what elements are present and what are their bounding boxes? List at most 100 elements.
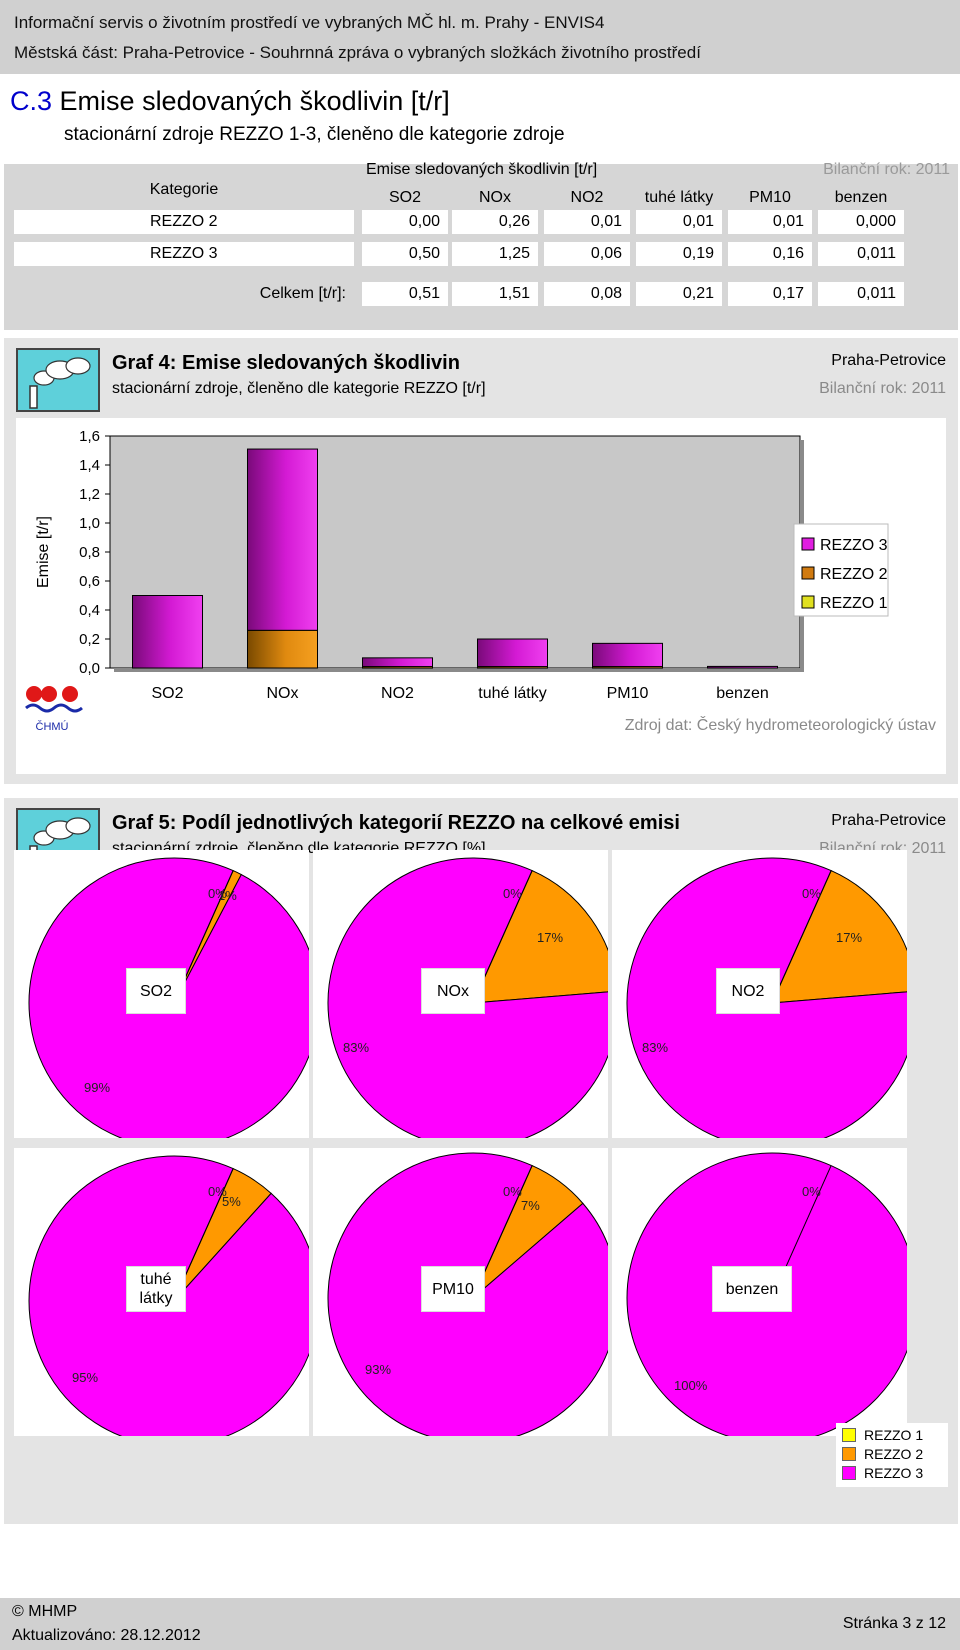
pie-legend-item: REZZO 2 [842, 1446, 923, 1462]
pie-percent-label: 0% [802, 1184, 821, 1199]
graph4-subtitle: stacionární zdroje, členěno dle kategori… [112, 380, 486, 397]
table-group-header: Emise sledovaných škodlivin [t/r] [366, 161, 598, 178]
bar-chart: 0,0 0,2 0,4 0,6 0,8 1,0 1,2 1,4 1,6 Emise [t/r] SO… [25, 428, 936, 734]
y-tick-label: 0,2 [79, 631, 100, 648]
table-total-label: Celkem [t/r]: [259, 285, 346, 302]
legend-label: REZZO 3 [820, 537, 888, 554]
footer-updated: Aktualizováno: 28.12.2012 [12, 1627, 201, 1644]
table-total-cell: 1,51 [452, 282, 538, 306]
graph4-place: Praha-Petrovice [831, 352, 946, 369]
y-tick-label: 1,4 [79, 457, 100, 474]
pie-chart-4: 0% 7% 93% PM10 [313, 1148, 608, 1436]
bar-segment [132, 595, 203, 669]
document-header: Informační servis o životním prostředí v… [0, 0, 960, 74]
section-title-text: Emise sledovaných škodlivin [t/r] [59, 86, 450, 116]
plot-shadow [114, 668, 804, 672]
graph4-panel: Graf 4: Emise sledovaných škodlivin stac… [4, 338, 958, 784]
footer-page: Stránka 3 z 12 [842, 1615, 946, 1632]
table-column-header: SO2 [388, 189, 421, 206]
table-total-cell: 0,08 [544, 282, 630, 306]
y-tick-label: 1,6 [79, 428, 100, 445]
bar-segment [477, 638, 548, 668]
pie-percent-label: 95% [72, 1370, 99, 1385]
legend-swatch [801, 566, 815, 580]
chmu-logo-text: ČHMÚ [36, 720, 69, 733]
table-cell: 0,000 [818, 210, 904, 234]
table-total-cell: 0,17 [728, 282, 812, 306]
table-cell: 0,16 [728, 242, 812, 266]
x-tick-label: PM10 [607, 685, 649, 702]
pie-percent-label: 5% [222, 1194, 241, 1209]
legend-swatch [801, 595, 815, 609]
legend-swatch [801, 537, 815, 551]
legend-label: REZZO 1 [820, 595, 888, 612]
chmu-logo [62, 686, 78, 702]
bar-segment [247, 448, 318, 631]
pie-legend-item: REZZO 3 [842, 1465, 923, 1481]
legend-label: REZZO 2 [864, 1446, 924, 1462]
pie-legend-item: REZZO 1 [842, 1427, 923, 1443]
bar-segment [707, 665, 778, 669]
chmu-logo [26, 686, 42, 702]
pie-percent-label: 83% [343, 1040, 370, 1055]
emission-table: Kategorie Emise sledovaných škodlivin [t… [4, 161, 958, 330]
pie-percent-label: 93% [365, 1362, 392, 1377]
pie-percent-label: 17% [537, 930, 564, 945]
table-total-cell: 0,51 [362, 282, 448, 306]
graph4-year: Bilanční rok: 2011 [819, 380, 946, 397]
y-tick-label: 1,0 [79, 515, 100, 532]
table-cell: 1,25 [452, 242, 538, 266]
pie-chart-1: 0% 17% 83% NOx [313, 850, 608, 1138]
pie-chart-5: 0% 100% benzen [612, 1148, 907, 1436]
y-tick-label: 0,8 [79, 544, 100, 561]
pie-chart-3: 0% 5% 95% tuhé látky [14, 1148, 309, 1436]
pie-percent-label: 1% [218, 888, 237, 903]
table-year: Bilanční rok: 2011 [823, 161, 950, 178]
x-tick-label: benzen [716, 685, 769, 702]
table-column-header: PM10 [749, 189, 791, 206]
pie-slice [771, 869, 907, 1004]
table-column-header: NOx [479, 189, 511, 206]
table-column-header: NO2 [570, 189, 604, 206]
legend-label: REZZO 3 [864, 1465, 924, 1481]
pie-percent-label: 0% [802, 886, 821, 901]
table-cell: 0,06 [544, 242, 630, 266]
table-category-header: Kategorie [149, 181, 219, 198]
y-tick-label: 0,0 [79, 660, 100, 677]
graph4-title: Graf 4: Emise sledovaných škodlivin [112, 352, 460, 374]
pie-percent-label: 99% [84, 1080, 111, 1095]
table-column-header: tuhé látky [644, 189, 714, 206]
table-cell: 0,01 [544, 210, 630, 234]
header-line-2: Městská část: Praha-Petrovice - Souhrnná… [14, 43, 701, 62]
pie-chart-2: 0% 17% 83% NO2 [612, 850, 907, 1138]
pie-percent-label: 0% [208, 886, 227, 901]
pie-chart-0: 0% 1% 99% SO2 [14, 850, 309, 1138]
y-tick-label: 1,2 [79, 486, 100, 503]
legend-swatch [842, 1466, 856, 1480]
x-tick-label: NO2 [381, 685, 414, 702]
x-tick-label: NOx [267, 685, 299, 702]
table-row-label: REZZO 3 [14, 242, 354, 266]
pie-percent-label: 0% [208, 1184, 227, 1199]
graph5-place: Praha-Petrovice [831, 812, 946, 829]
pie-divider [771, 870, 832, 1004]
chmu-logo [41, 686, 57, 702]
document-footer: © MHMP Aktualizováno: 28.12.2012 Stránka… [0, 1598, 960, 1650]
header-line-1: Informační servis o životním prostředí v… [14, 13, 605, 32]
pie-name-label: SO2 [126, 968, 186, 1014]
pie-name-label: tuhé látky [126, 1266, 186, 1312]
table-total-cell: 0,011 [818, 282, 904, 306]
x-tick-label: SO2 [151, 685, 183, 702]
pie-percent-label: 0% [503, 1184, 522, 1199]
pie-percent-label: 0% [503, 886, 522, 901]
section-number: C.3 [10, 86, 53, 116]
table-cell: 0,011 [818, 242, 904, 266]
table-cell: 0,00 [362, 210, 448, 234]
pie-slice [472, 869, 608, 1004]
section-title: C.3 Emise sledovaných škodlivin [t/r] [10, 86, 450, 117]
y-tick-label: 0,4 [79, 602, 100, 619]
table-column-header: benzen [834, 189, 888, 206]
chmu-logo-wave [25, 703, 83, 713]
footer-copyright: © MHMP [12, 1603, 78, 1620]
table-cell: 0,26 [452, 210, 538, 234]
